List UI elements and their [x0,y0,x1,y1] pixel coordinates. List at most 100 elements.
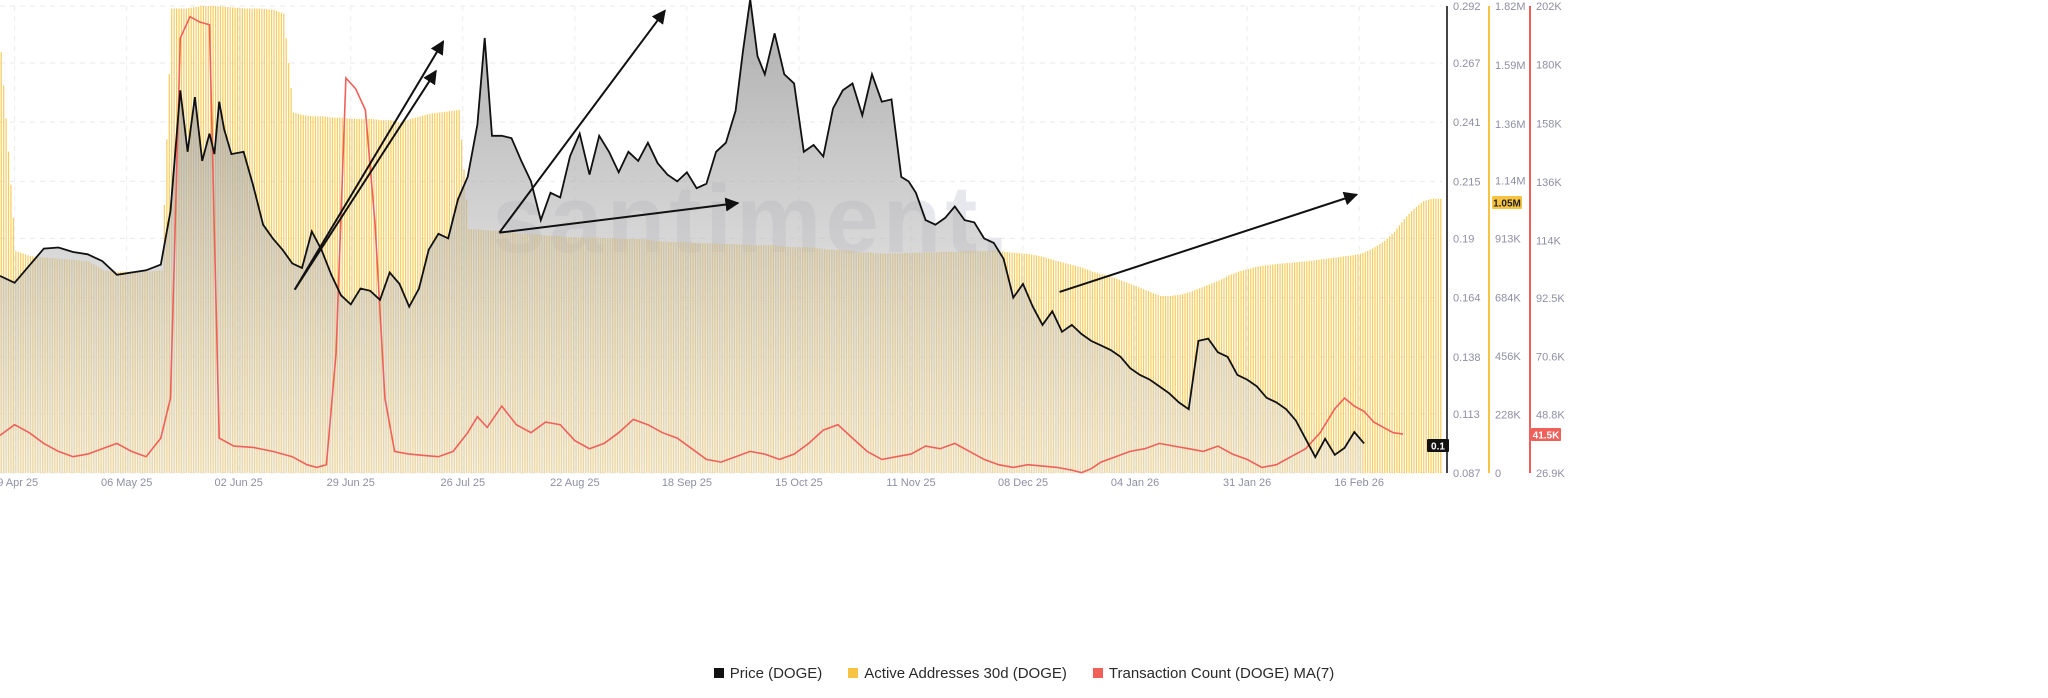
trend-arrow [498,9,666,234]
x-tick-label: 02 Jun 25 [215,477,263,489]
active-addresses-bar [1374,247,1376,473]
transaction-count-axis: 202K 180K 158K 136K 114K 92.5K 70.6K 48.8K 26.9K [1529,1,1565,480]
annotations [293,9,1359,293]
transaction-count-axis-tick-label: 136K [1536,177,1562,189]
active-addresses-bar [351,118,353,474]
transaction-count-badge-text: 41.5K [1533,431,1560,442]
active-addresses-bar [1281,263,1284,473]
trend-arrow [293,69,437,291]
active-addresses-bar [1410,211,1413,473]
price-axis-tick-label: 0.241 [1453,117,1481,129]
active-addresses-bar [1294,262,1296,473]
active-addresses-bar [1354,254,1357,473]
active-addresses-bar [348,118,351,474]
active-addresses-axis-tick-label: 0 [1495,468,1501,480]
active-addresses-bar [1181,294,1184,473]
active-addresses-axis-tick-label: 1.36M [1495,119,1526,131]
active-addresses-bar [1284,263,1286,473]
trend-arrow [499,197,740,234]
active-addresses-bar [1389,236,1391,473]
active-addresses-bar [1376,245,1379,473]
x-tick-label: 09 Apr 25 [0,477,38,489]
active-addresses-bar [1164,295,1167,473]
x-tick-label: 11 Nov 25 [886,477,935,489]
x-tick-label: 29 Jun 25 [327,477,375,489]
price-axis-tick-label: 0.292 [1453,1,1481,13]
active-addresses-bar [1401,222,1403,473]
price-badge-bg [1427,439,1449,452]
active-addresses-axis: 1.82M 1.59M 1.36M 1.14M 913K 684K 456K 228K 0 [1488,1,1526,480]
active-addresses-bar [407,119,409,473]
active-addresses-bar [1189,292,1191,473]
legend-item-transaction-count[interactable]: Transaction Count (DOGE) MA(7) [1092,665,1334,682]
price-axis-tick-label: 0.138 [1453,352,1481,364]
active-addresses-bar [1413,208,1415,473]
active-addresses-bar [1337,257,1340,473]
active-addresses-bar [1359,253,1362,473]
price-axis-tick-label: 0.19 [1453,233,1474,245]
legend-item-price[interactable]: Price (DOGE) [713,665,822,682]
active-addresses-bar [412,118,414,473]
active-addresses-axis-tick-label: 1.59M [1495,60,1526,72]
active-addresses-axis-tick-label: 1.82M [1495,1,1526,13]
active-addresses-bar [1391,234,1393,473]
active-addresses-bar [1393,231,1396,473]
price-badge-text: 0.1 [1431,442,1445,453]
active-addresses-bar [1345,256,1347,473]
active-addresses-bar [1242,270,1245,473]
active-addresses-bar [1250,268,1252,473]
x-tick-label: 18 Sep 25 [662,477,712,489]
active-addresses-bar [1167,295,1169,473]
transaction-count-axis-tick-label: 158K [1536,118,1562,130]
active-addresses-bar [1423,201,1425,473]
active-addresses-bar [280,12,282,474]
active-addresses-bar [1352,255,1354,473]
x-tick-label: 15 Oct 25 [775,477,823,489]
active-addresses-bar [1362,252,1364,473]
active-addresses-bar [409,118,412,474]
x-tick-label: 16 Feb 26 [1334,477,1384,489]
active-addresses-bar [1262,265,1264,473]
active-addresses-bar [1237,271,1240,473]
active-addresses-bar [1347,255,1349,473]
active-addresses-bar [1315,260,1318,473]
active-addresses-bar [1172,295,1174,473]
active-addresses-bar [1274,264,1276,473]
active-addresses-bar [1267,265,1269,473]
active-addresses-bar [1340,256,1342,473]
active-addresses-bar [1308,260,1310,473]
active-addresses-badge-bg [1492,196,1522,209]
active-addresses-bar [1420,202,1422,474]
active-addresses-bar [1279,263,1281,473]
active-addresses-bar [283,13,285,473]
active-addresses-bar [1169,295,1172,473]
active-addresses-bar [1440,198,1442,473]
active-addresses-bar [1286,263,1288,473]
active-addresses-bar [1240,270,1242,473]
legend-swatch-transaction-count [1092,668,1103,678]
active-addresses-bar [1330,258,1332,473]
active-addresses-axis-tick-label: 228K [1495,409,1521,421]
active-addresses-bar [1342,256,1344,473]
legend-swatch-active-addresses [848,668,859,678]
active-addresses-bar [1403,218,1405,473]
active-addresses-bar [1257,266,1259,473]
active-addresses-bar [1162,295,1164,473]
transaction-count-axis-tick-label: 26.9K [1536,468,1565,480]
x-tick-label: 04 Jan 26 [1111,477,1159,489]
active-addresses-bar [1364,252,1366,473]
transaction-count-axis-tick-label: 114K [1536,236,1562,248]
active-addresses-bar [1435,198,1437,473]
active-addresses-badge-text: 1.05M [1493,199,1521,210]
active-addresses-bar [1396,228,1398,473]
active-addresses-bar [1269,264,1271,473]
trend-arrow [293,40,445,291]
active-addresses-bar [1252,267,1254,473]
price-axis-tick-label: 0.267 [1453,58,1481,70]
active-addresses-axis-tick-label: 913K [1495,234,1521,246]
transaction-count-axis-tick-label: 202K [1536,1,1562,13]
active-addresses-bar [1179,294,1181,473]
legend-item-active-addresses[interactable]: Active Addresses 30d (DOGE) [848,665,1067,682]
active-addresses-bar [1430,199,1432,473]
active-addresses-axis-tick-label: 1.14M [1495,175,1526,187]
